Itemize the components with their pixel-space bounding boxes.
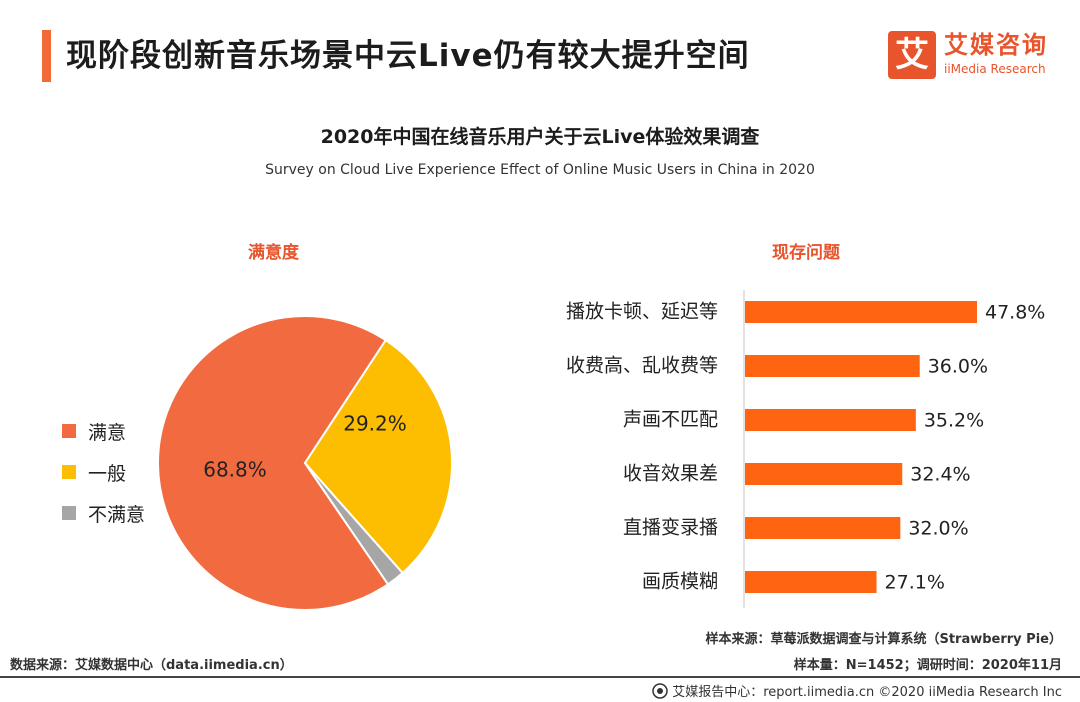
bar-category-label: 播放卡顿、延迟等 xyxy=(566,301,718,323)
legend-label: 满意 xyxy=(88,421,127,444)
bar-value-label: 36.0% xyxy=(928,356,988,378)
report-center-icon xyxy=(652,682,668,699)
pie-legend: 满意 一般 不满意 xyxy=(62,420,145,543)
satisfaction-pie-chart: 68.8% 29.2% xyxy=(157,315,453,611)
bar-category-label: 声画不匹配 xyxy=(623,409,718,431)
legend-swatch-average xyxy=(62,465,76,479)
bar xyxy=(745,517,901,539)
sample-info: 样本量：N=1452；调研时间：2020年11月 xyxy=(793,658,1062,673)
bar-category-label: 收音效果差 xyxy=(623,463,718,485)
legend-label: 不满意 xyxy=(88,503,146,526)
bar xyxy=(745,571,877,593)
bar-category-label: 收费高、乱收费等 xyxy=(566,355,718,377)
bar-category-label: 画质模糊 xyxy=(642,571,718,593)
bar xyxy=(745,409,916,431)
page-title: 现阶段创新音乐场景中云Live仍有较大提升空间 xyxy=(66,38,750,74)
logo-text-en: iiMedia Research xyxy=(944,62,1046,76)
legend-label: 一般 xyxy=(88,462,127,485)
legend-item: 不满意 xyxy=(62,502,146,526)
data-source: 数据来源：艾媒数据中心（data.iimedia.cn） xyxy=(10,658,293,673)
credit-text: 艾媒报告中心：report.iimedia.cn ©2020 iiMedia R… xyxy=(672,685,1062,700)
legend-swatch-satisfied xyxy=(62,424,76,438)
bar-value-label: 32.0% xyxy=(908,518,968,540)
bar xyxy=(745,355,920,377)
bar-value-label: 32.4% xyxy=(910,464,970,486)
chart-subtitle: Survey on Cloud Live Experience Effect o… xyxy=(265,162,815,178)
bar-category-label: 直播变录播 xyxy=(623,517,718,539)
iimedia-logo: 艾 艾媒咨询 iiMedia Research xyxy=(888,31,1060,81)
sample-source: 样本来源：草莓派数据调查与计算系统（Strawberry Pie） xyxy=(705,632,1062,647)
bar-value-label: 27.1% xyxy=(885,572,945,594)
bar xyxy=(745,301,977,323)
logo-text-cn: 艾媒咨询 xyxy=(944,31,1048,59)
pie-slice xyxy=(304,462,404,586)
legend-item: 满意 xyxy=(62,420,145,444)
logo-mark: 艾 xyxy=(888,31,936,79)
pie-data-label: 29.2% xyxy=(343,412,407,436)
title-accent-bar xyxy=(42,30,51,82)
bar-value-label: 35.2% xyxy=(924,410,984,432)
pie-panel-title: 满意度 xyxy=(248,243,299,263)
footer-divider xyxy=(0,676,1080,678)
legend-swatch-dissatisfied xyxy=(62,506,76,520)
footer-credit: 艾媒报告中心：report.iimedia.cn ©2020 iiMedia R… xyxy=(652,681,1062,700)
bar-value-label: 47.8% xyxy=(985,302,1045,324)
chart-title: 2020年中国在线音乐用户关于云Live体验效果调查 xyxy=(320,126,760,148)
bar xyxy=(745,463,903,485)
legend-item: 一般 xyxy=(62,461,145,485)
pie-data-label: 68.8% xyxy=(203,458,267,482)
pie-slice xyxy=(157,315,390,611)
bar-panel-title: 现存问题 xyxy=(772,243,840,263)
pie-slice xyxy=(303,338,453,575)
